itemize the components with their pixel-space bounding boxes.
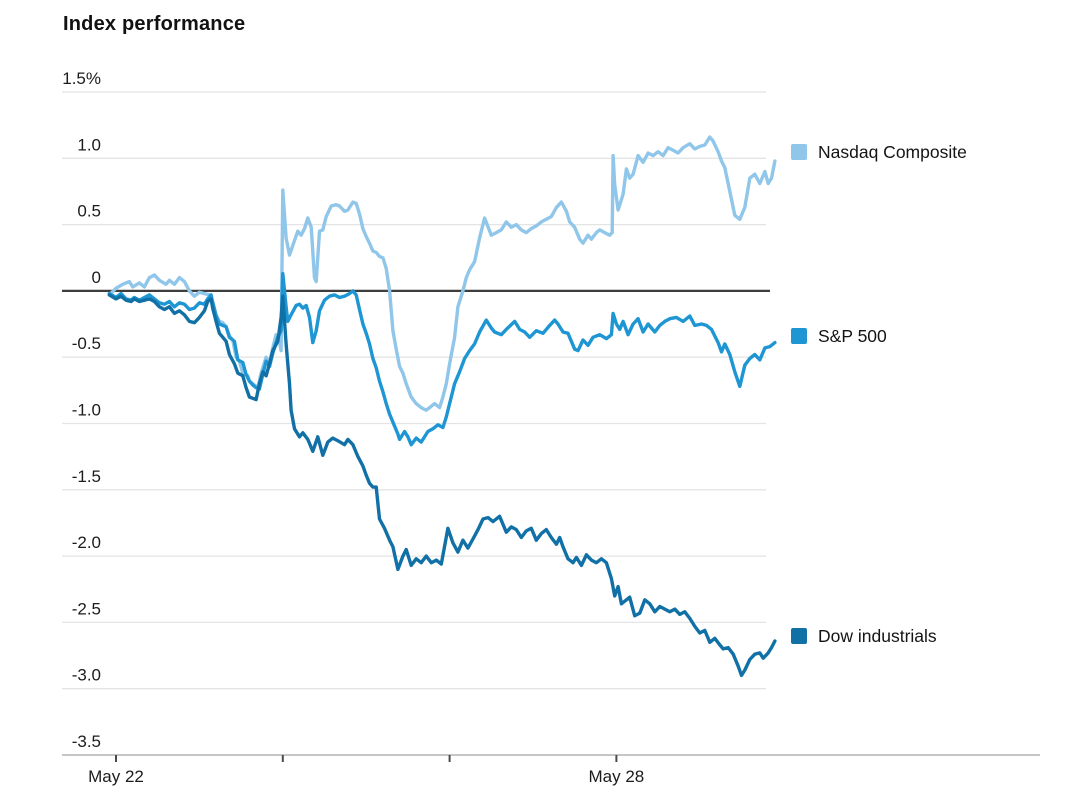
page-title: Index performance <box>63 13 246 35</box>
x-axis-tick-label: May 22 <box>88 767 144 786</box>
y-axis-tick-label: -1.0 <box>72 401 101 420</box>
y-axis-tick-label: -2.5 <box>72 599 101 618</box>
y-axis-tick-label: 1.0 <box>77 135 101 154</box>
y-axis-tick-label: -2.0 <box>72 533 101 552</box>
x-axis-tick-label: May 28 <box>589 767 645 786</box>
series-line-s-p-500 <box>107 272 777 447</box>
legend-label-nasdaq: Nasdaq Composite <box>818 141 967 162</box>
series-line-dow-industrials <box>107 293 777 678</box>
legend-item-dow: Dow industrials <box>791 624 937 648</box>
legend-label-dow: Dow industrials <box>818 625 937 646</box>
y-axis-tick-label: 0.5 <box>77 202 101 221</box>
nasdaq-legend-swatch-icon <box>791 144 807 160</box>
y-axis-tick-label: 1.5% <box>62 69 101 88</box>
y-axis-tick-label: -0.5 <box>72 334 101 353</box>
sp500-legend-swatch-icon <box>791 328 807 344</box>
legend-item-sp500: S&P 500 <box>791 324 887 348</box>
y-axis-tick-label: 0 <box>92 268 101 287</box>
series-line-nasdaq-composite <box>107 135 777 412</box>
y-axis-tick-label: -3.5 <box>72 732 101 751</box>
dow-legend-swatch-icon <box>791 628 807 644</box>
legend-item-nasdaq: Nasdaq Composite <box>791 140 967 164</box>
y-axis-tick-label: -1.5 <box>72 467 101 486</box>
legend-label-sp500: S&P 500 <box>818 325 887 346</box>
y-axis-tick-label: -3.0 <box>72 666 101 685</box>
